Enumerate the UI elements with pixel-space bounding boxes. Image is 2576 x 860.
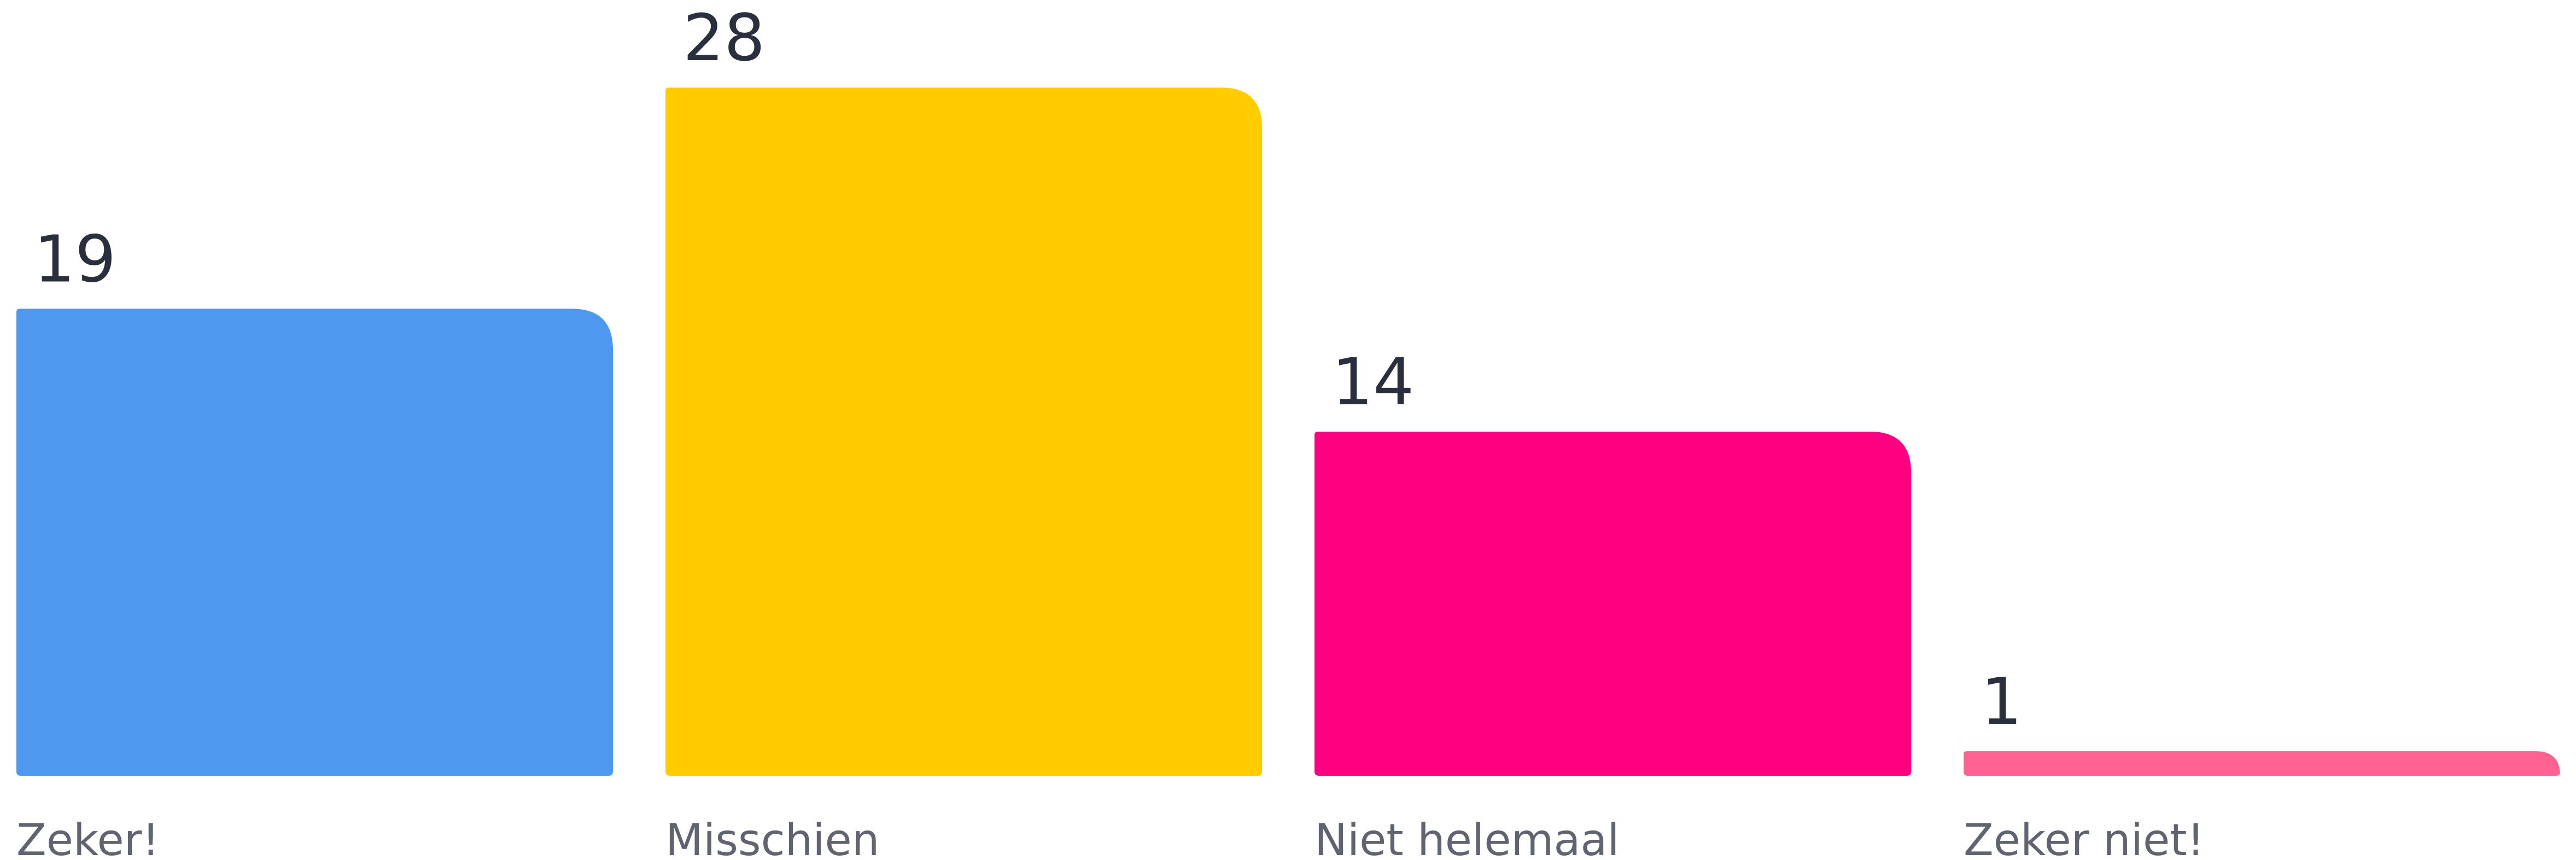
bar <box>1964 751 2560 776</box>
category-label: Zeker niet! <box>1964 815 2205 860</box>
bar <box>1315 432 1911 776</box>
value-label: 1 <box>1981 664 2022 739</box>
value-label: 14 <box>1332 344 1414 420</box>
value-label: 19 <box>34 221 116 297</box>
bar <box>16 309 613 776</box>
bar <box>665 88 1262 776</box>
category-label: Zeker! <box>16 815 160 860</box>
value-label: 28 <box>683 0 765 75</box>
category-label: Niet helemaal <box>1315 815 1620 860</box>
category-label: Misschien <box>665 815 879 860</box>
